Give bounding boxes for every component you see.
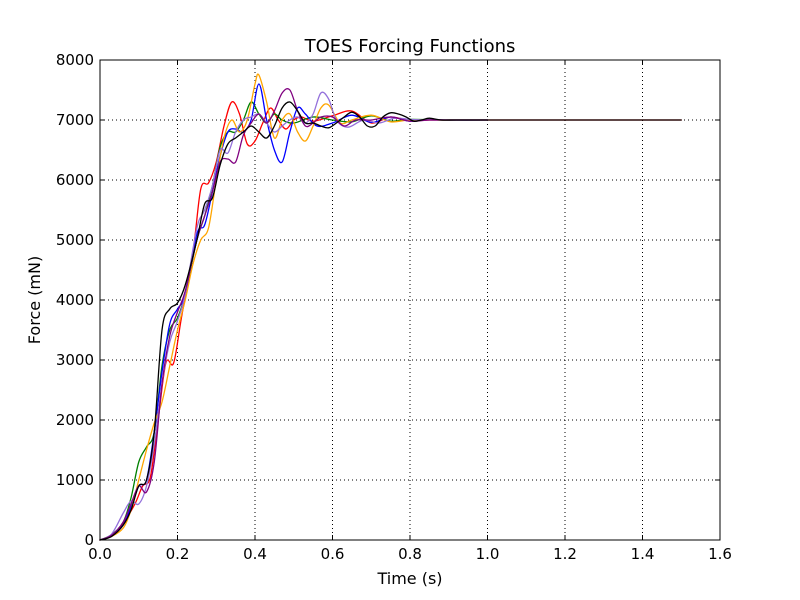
x-tick-label: 0.4 — [243, 545, 267, 563]
y-tick-label: 6000 — [56, 171, 94, 189]
y-tick-label: 8000 — [56, 51, 94, 69]
series-line-5 — [99, 91, 489, 541]
y-tick-label: 5000 — [56, 231, 94, 249]
x-tick-label: 1.0 — [476, 545, 500, 563]
x-tick-label: 1.2 — [553, 545, 577, 563]
x-tick-label: 0.6 — [321, 545, 345, 563]
y-tick-label: 7000 — [56, 111, 94, 129]
y-tick-label: 1000 — [56, 471, 94, 489]
y-tick-label: 3000 — [56, 351, 94, 369]
x-tick-label: 1.4 — [631, 545, 655, 563]
series-line-7 — [99, 101, 682, 541]
chart-title: TOES Forcing Functions — [304, 36, 516, 57]
ticks-layer: 0.0 0.2 0.4 0.6 0.8 1.0 1.2 1.4 1.6 0 1000 2000 3000… — [56, 51, 732, 563]
x-tick-label: 0.8 — [398, 545, 422, 563]
series-line-2 — [99, 101, 489, 541]
x-axis-label: Time (s) — [376, 569, 442, 588]
series-line-3 — [99, 83, 489, 541]
grid-layer — [100, 60, 720, 540]
series-layer — [99, 73, 682, 541]
series-line-1 — [99, 101, 682, 541]
x-tick-label: 0.2 — [166, 545, 190, 563]
x-tick-label: 1.6 — [708, 545, 732, 563]
y-axis-label: Force (mN) — [25, 256, 44, 344]
y-tick-label: 2000 — [56, 411, 94, 429]
y-tick-label: 4000 — [56, 291, 94, 309]
series-line-4 — [99, 73, 489, 541]
series-line-6 — [99, 88, 489, 541]
x-tick-label: 0.0 — [88, 545, 112, 563]
y-tick-label: 0 — [84, 531, 94, 549]
